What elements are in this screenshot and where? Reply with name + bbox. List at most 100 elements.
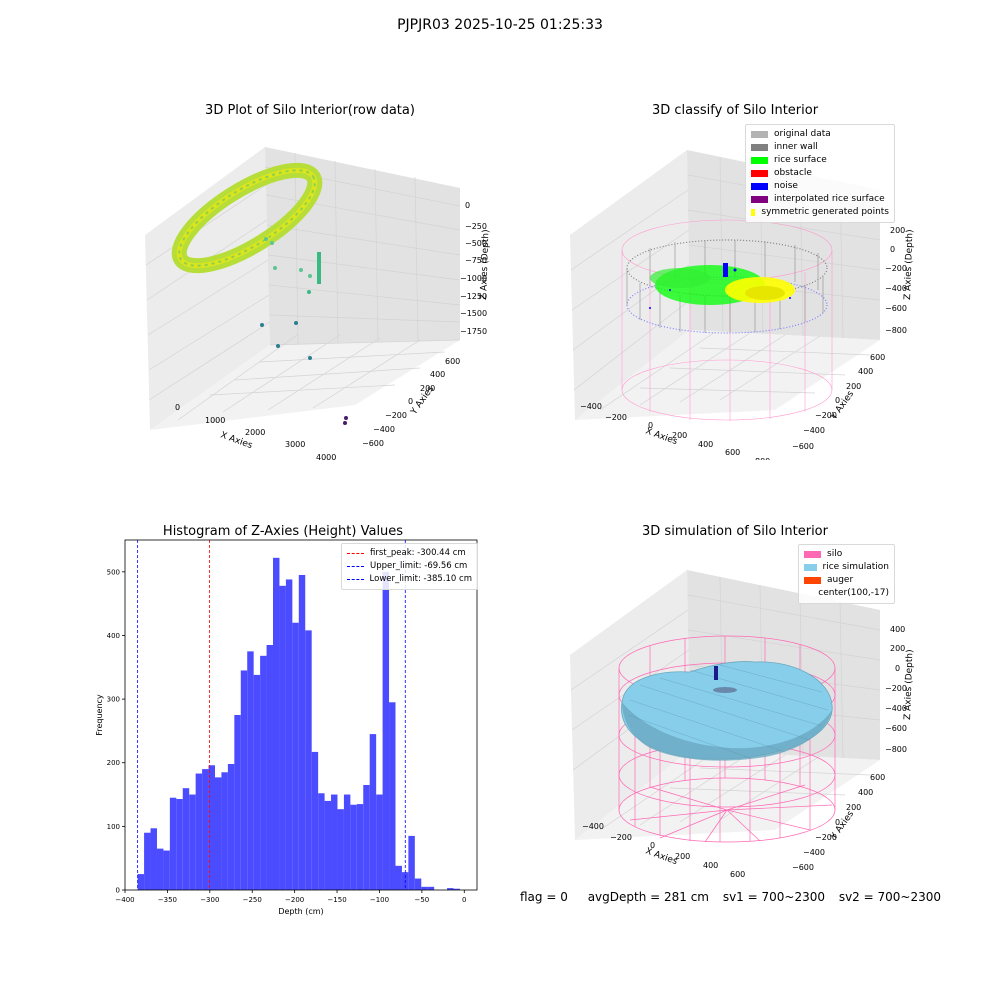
histogram-bar bbox=[298, 575, 306, 890]
legend-item: symmetric generated points bbox=[751, 206, 889, 219]
histogram-bar bbox=[195, 773, 203, 890]
classify-ytick: −200 bbox=[815, 411, 837, 420]
classify-title: 3D classify of Silo Interior bbox=[651, 103, 819, 118]
histogram-bar bbox=[369, 734, 377, 890]
classify-xtick: 0 bbox=[648, 421, 653, 430]
legend-item: Upper_limit: -69.56 cm bbox=[347, 560, 472, 573]
histogram-bar bbox=[273, 557, 280, 890]
simulation-panel: 3D simulation of Silo Interior bbox=[560, 520, 940, 880]
raw-data-panel: 3D Plot of Silo Interior(row data) bbox=[120, 100, 500, 460]
raw-xtick: 3000 bbox=[285, 440, 305, 449]
histogram-bar bbox=[311, 751, 319, 890]
histogram-bar bbox=[453, 888, 460, 890]
histogram-bar bbox=[169, 797, 177, 890]
histogram-bar bbox=[305, 630, 312, 890]
legend-item: original data bbox=[751, 128, 889, 141]
legend-swatch bbox=[751, 131, 768, 138]
classify-ytick: 600 bbox=[870, 353, 885, 362]
legend-swatch bbox=[751, 209, 756, 216]
x-tick-label: −300 bbox=[200, 896, 219, 904]
legend-label: interpolated rice surface bbox=[774, 194, 885, 204]
classify-3d-axes: −400 −200 0 200 400 600 800 600 400 200 … bbox=[570, 150, 915, 460]
classify-xtick: 400 bbox=[698, 440, 713, 449]
histogram-bar bbox=[176, 799, 183, 890]
legend-swatch bbox=[751, 170, 768, 177]
simulation-xlabel: X Axies bbox=[644, 846, 679, 867]
classify-ytick: −600 bbox=[792, 442, 814, 451]
histogram-bar bbox=[414, 878, 422, 890]
legend-swatch bbox=[751, 144, 768, 151]
legend-swatch bbox=[751, 196, 768, 203]
simulation-ytick: −200 bbox=[815, 833, 837, 842]
classify-ztick: −200 bbox=[885, 264, 907, 273]
histogram-bar bbox=[214, 777, 222, 890]
raw-xtick: 1000 bbox=[205, 416, 225, 425]
histogram-bar bbox=[253, 674, 261, 890]
y-tick-label: 400 bbox=[107, 632, 120, 640]
simulation-ytick: 600 bbox=[870, 773, 885, 782]
classify-ytick: 400 bbox=[858, 367, 873, 376]
raw-ytick: −200 bbox=[385, 411, 407, 420]
legend-label: rice surface bbox=[774, 155, 827, 165]
histogram-bar bbox=[189, 794, 196, 890]
legend-label: symmetric generated points bbox=[761, 207, 889, 217]
x-tick-label: −250 bbox=[243, 896, 262, 904]
histogram-bar bbox=[150, 828, 157, 890]
x-tick-label: −150 bbox=[327, 896, 346, 904]
histogram-bar bbox=[324, 800, 332, 890]
legend-label: Upper_limit: -69.56 cm bbox=[370, 561, 468, 571]
histogram-bar bbox=[395, 865, 402, 890]
histogram-bar bbox=[260, 655, 267, 890]
raw-data-3d-axes: 0 1000 2000 3000 4000 600 400 200 0 −200… bbox=[145, 147, 491, 460]
simulation-ytick: 200 bbox=[846, 803, 861, 812]
legend-item: center(100,-17) bbox=[804, 587, 889, 600]
histogram-bar bbox=[221, 772, 228, 890]
raw-xtick: 2000 bbox=[245, 428, 265, 437]
raw-ztick: −1750 bbox=[460, 327, 487, 336]
simulation-zlabel: Z Axies (Depth) bbox=[903, 649, 915, 720]
legend-label: original data bbox=[774, 129, 831, 139]
classify-panel: 3D classify of Silo Interior bbox=[560, 100, 940, 460]
histogram-legend: first_peak: -300.44 cm Upper_limit: -69.… bbox=[341, 543, 478, 590]
legend-item: inner wall bbox=[751, 141, 889, 154]
legend-label: inner wall bbox=[774, 142, 818, 152]
simulation-title: 3D simulation of Silo Interior bbox=[642, 524, 828, 539]
legend-line bbox=[347, 566, 364, 567]
y-tick-label: 100 bbox=[107, 823, 120, 831]
histogram-bar bbox=[382, 571, 390, 890]
histogram-bar bbox=[356, 804, 364, 890]
y-tick-label: 500 bbox=[107, 568, 120, 576]
simulation-ytick: 400 bbox=[858, 788, 873, 797]
histogram-bar bbox=[266, 645, 274, 890]
legend-label: center(100,-17) bbox=[818, 588, 889, 598]
simulation-ytick: 0 bbox=[835, 818, 840, 827]
classify-ztick: −600 bbox=[885, 304, 907, 313]
classify-ztick: −800 bbox=[885, 326, 907, 335]
legend-swatch bbox=[804, 577, 821, 584]
raw-ztick: −250 bbox=[465, 222, 487, 231]
histogram-bar bbox=[292, 622, 299, 890]
histogram-bar bbox=[240, 670, 248, 890]
legend-swatch bbox=[804, 551, 821, 558]
histogram-bar bbox=[156, 848, 164, 890]
classify-xtick: −200 bbox=[605, 413, 627, 422]
legend-label: auger bbox=[827, 575, 854, 585]
histogram-panel: Histogram of Z-Axies (Height) Values −40… bbox=[85, 520, 495, 920]
sv1-value: sv1 = 700~2300 bbox=[722, 890, 825, 904]
classify-xlabel: X Axies bbox=[644, 426, 679, 447]
y-tick-label: 0 bbox=[116, 887, 120, 895]
histogram-bar bbox=[318, 793, 325, 890]
histogram-chart: −400 −350 −300 −250 −200 −150 −100 −50 0 0 100 200 3… bbox=[95, 539, 478, 916]
histogram-bar bbox=[447, 888, 454, 890]
classify-xtick: −400 bbox=[580, 402, 602, 411]
legend-label: noise bbox=[774, 181, 798, 191]
simulation-ztick: 0 bbox=[895, 664, 900, 673]
legend-item: interpolated rice surface bbox=[751, 193, 889, 206]
raw-ytick: 200 bbox=[420, 384, 435, 393]
histogram-bar bbox=[363, 785, 370, 890]
sv2-value: sv2 = 700~2300 bbox=[838, 890, 941, 904]
histogram-bar bbox=[227, 764, 235, 890]
legend-label: Lower_limit: -385.10 cm bbox=[369, 574, 472, 584]
legend-item: first_peak: -300.44 cm bbox=[347, 547, 472, 560]
histogram-bar bbox=[427, 886, 435, 890]
